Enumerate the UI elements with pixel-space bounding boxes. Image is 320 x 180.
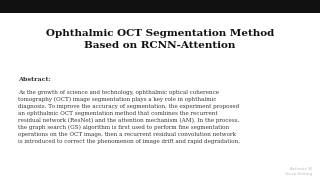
Text: Ophthalmic OCT Segmentation Method
Based on RCNN-Attention: Ophthalmic OCT Segmentation Method Based… — [46, 29, 274, 50]
Text: Abstract:: Abstract: — [18, 76, 51, 82]
Text: Activate W
Go to Setting: Activate W Go to Setting — [285, 168, 312, 176]
Text: As the growth of science and technology, ophthalmic optical coherence
tomography: As the growth of science and technology,… — [18, 90, 240, 144]
FancyBboxPatch shape — [0, 0, 320, 13]
